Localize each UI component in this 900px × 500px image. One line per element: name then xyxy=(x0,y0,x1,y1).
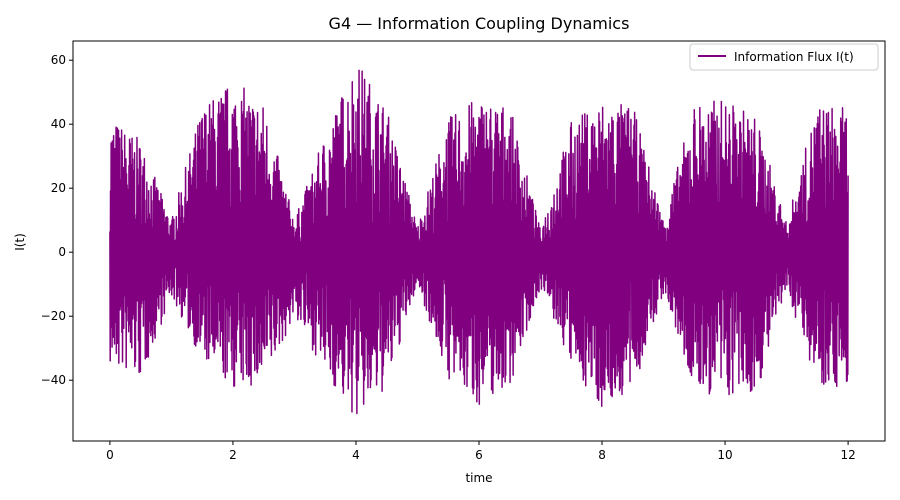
y-tick-label: −40 xyxy=(41,373,66,387)
y-tick-label: 40 xyxy=(51,117,66,131)
x-tick-label: 12 xyxy=(840,448,855,462)
series-layer xyxy=(110,70,848,413)
y-tick-label: 20 xyxy=(51,181,66,195)
series-line xyxy=(110,70,848,413)
chart-title: G4 — Information Coupling Dynamics xyxy=(329,14,630,33)
y-tick-label: 60 xyxy=(51,53,66,67)
y-tick-label: −20 xyxy=(41,309,66,323)
x-axis-label: time xyxy=(465,471,492,485)
x-tick-label: 4 xyxy=(352,448,360,462)
x-tick-label: 2 xyxy=(229,448,237,462)
x-axis: 0 2 4 6 8 10 12 xyxy=(106,441,856,462)
legend-label: Information Flux I(t) xyxy=(734,50,854,64)
x-tick-label: 10 xyxy=(717,448,732,462)
y-tick-label: 0 xyxy=(58,245,66,259)
y-axis-label: I(t) xyxy=(13,233,27,251)
x-tick-label: 6 xyxy=(475,448,483,462)
x-tick-label: 8 xyxy=(598,448,606,462)
x-tick-label: 0 xyxy=(106,448,114,462)
y-axis: −40 −20 0 20 40 60 xyxy=(41,53,73,387)
legend: Information Flux I(t) xyxy=(690,44,878,70)
